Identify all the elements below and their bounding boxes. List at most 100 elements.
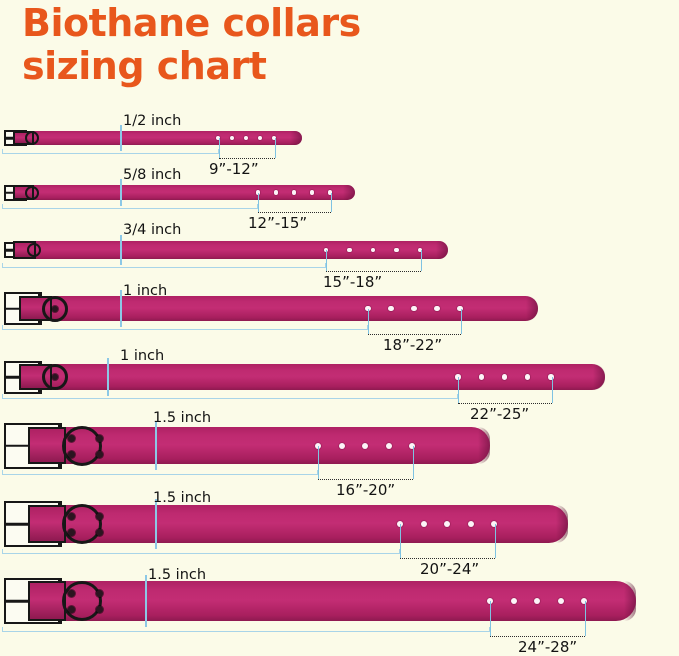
adjustment-span: [219, 158, 275, 159]
collar-hole: [417, 247, 423, 253]
buckle-rivet: [96, 450, 103, 458]
collar-hole: [444, 521, 450, 527]
buckle-rivet: [68, 450, 75, 458]
collar-hole: [409, 442, 415, 449]
adjustment-leg: [495, 524, 497, 558]
buckle-prong: [24, 242, 27, 258]
buckle-prong: [58, 501, 62, 547]
d-ring: [25, 131, 40, 145]
collar-strap: [48, 296, 538, 321]
buckle-rivet: [68, 434, 75, 442]
adjustment-span: [258, 212, 331, 213]
collar-hole: [258, 136, 262, 140]
buckle-rivet: [68, 590, 75, 597]
width-tick: [120, 235, 122, 265]
buckle-rivet: [96, 529, 103, 536]
length-baseline: [2, 325, 368, 330]
length-baseline: [2, 204, 258, 209]
adjustment-leg: [400, 524, 402, 558]
collar-hole: [255, 190, 261, 195]
collar-strap: [62, 581, 636, 621]
length-baseline: [2, 549, 400, 554]
buckle-rivet: [52, 374, 58, 380]
buckle-midbar: [6, 136, 24, 140]
width-tick: [120, 179, 122, 206]
buckle-frame: [4, 130, 26, 146]
adjustment-leg: [490, 601, 492, 636]
adjustment-leg: [461, 308, 463, 334]
collar-hole: [244, 136, 248, 140]
collar-strap: [30, 131, 302, 145]
buckle-midbar: [6, 444, 58, 447]
strap-tip-shade: [478, 427, 490, 464]
neck-range-label: 15”-18”: [323, 273, 383, 291]
adjustment-span: [458, 403, 552, 404]
collar-hole: [338, 442, 345, 449]
d-ring: [27, 243, 42, 257]
width-tick: [145, 575, 147, 627]
buckle-frame: [4, 422, 60, 469]
buckle-midbar: [6, 522, 58, 526]
strap-tip-shade: [343, 185, 355, 200]
adjustment-span: [368, 334, 461, 335]
width-label: 1/2 inch: [123, 113, 182, 129]
d-ring: [25, 185, 40, 200]
length-baseline: [2, 149, 219, 154]
collar-hole: [323, 247, 329, 253]
collar-hole: [478, 374, 484, 380]
adjustment-leg: [275, 138, 277, 158]
buckle-strap-fold: [19, 364, 52, 390]
width-tick: [107, 358, 109, 396]
length-baseline: [2, 394, 458, 399]
adjustment-leg: [258, 192, 260, 212]
width-label: 5/8 inch: [123, 167, 182, 183]
collar-hole: [291, 190, 297, 195]
buckle-rivet: [96, 513, 103, 520]
collar-hole: [273, 190, 279, 195]
collar-hole: [315, 442, 321, 449]
width-label: 1 inch: [123, 283, 168, 299]
collar-strap: [32, 241, 448, 259]
neck-range-label: 24”-28”: [518, 638, 578, 656]
width-label: 3/4 inch: [123, 222, 182, 238]
length-baseline: [2, 627, 490, 632]
buckle-rivet: [68, 513, 75, 520]
collar-hole: [557, 598, 564, 604]
buckle-rivet: [68, 606, 75, 613]
collar-hole: [455, 374, 461, 380]
collar-hole: [491, 521, 497, 527]
collar-hole: [581, 598, 587, 604]
neck-range-label: 18”-22”: [383, 336, 443, 354]
buckle-frame: [4, 360, 40, 394]
buckle-frame: [4, 501, 60, 547]
width-tick: [120, 290, 122, 327]
page-title: Biothane collars sizing chart: [22, 1, 361, 88]
collar-hole: [420, 521, 427, 527]
width-label: 1.5 inch: [153, 410, 212, 426]
collar-hole: [510, 598, 517, 604]
collar-hole: [365, 305, 371, 312]
collar-hole: [216, 136, 220, 140]
collar-hole: [434, 305, 440, 312]
d-ring: [41, 364, 68, 390]
adjustment-leg: [219, 138, 221, 158]
buckle-rivet: [96, 590, 103, 597]
collar-hole: [457, 305, 463, 312]
buckle-midbar: [6, 599, 58, 603]
collar-hole: [397, 521, 403, 527]
adjustment-span: [326, 271, 421, 272]
collar-strap: [30, 185, 355, 200]
adjustment-leg: [552, 377, 554, 403]
buckle-frame: [4, 578, 60, 624]
collar-hole: [388, 305, 394, 312]
buckle-prong: [58, 578, 62, 624]
width-label: 1.5 inch: [153, 490, 212, 506]
